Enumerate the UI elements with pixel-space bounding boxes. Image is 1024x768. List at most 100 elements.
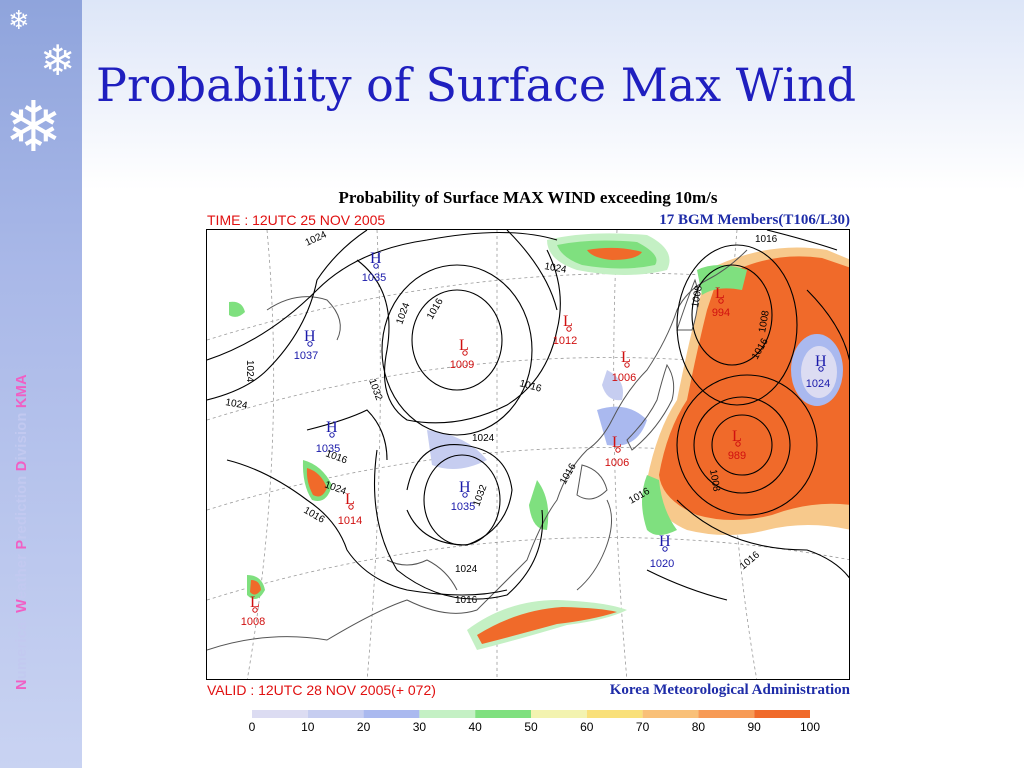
isobar-label: 1016 (455, 595, 478, 606)
members-label: 17 BGM Members(T106/L30) (659, 212, 850, 228)
low-letter: L (563, 313, 573, 330)
color-legend-bar (244, 710, 810, 718)
vertical-text-word: umerical (14, 612, 30, 680)
high-value: 1037 (294, 350, 318, 362)
isobar-label: 1016 (738, 549, 762, 572)
legend-swatch (475, 710, 531, 718)
high-letter: H (815, 353, 827, 370)
low-value: 994 (712, 307, 730, 319)
title-band (82, 0, 1024, 190)
isobar-label: 1024 (224, 397, 248, 412)
legend-swatch (307, 710, 364, 718)
isobar-label: 1024 (304, 230, 329, 249)
legend-swatch (642, 710, 699, 718)
division-vertical-text: Numerical Weather Prediction Division KM… (14, 374, 30, 690)
legend-tick-label: 60 (580, 720, 594, 734)
low-labels: L L L L L L L L (250, 285, 742, 611)
vertical-text-initial: D (14, 460, 30, 472)
snowflake-icon: ❄ (8, 6, 30, 36)
isobar-label: 1024 (543, 261, 567, 276)
legend-tick-label: 70 (635, 720, 650, 734)
vertical-text-word: ivision (14, 408, 30, 461)
isobar-label: 1016 (324, 448, 349, 466)
legend-swatch (419, 710, 476, 718)
low-letter: L (345, 491, 355, 508)
isobar-label: 1024 (472, 433, 495, 444)
color-legend (244, 710, 810, 718)
low-values: 1009 1012 1006 994 989 1006 1014 1008 (241, 307, 746, 628)
isobars (207, 230, 849, 601)
low-letter: L (732, 428, 742, 445)
high-value: 1035 (362, 272, 386, 284)
isobar-label: 1032 (366, 377, 384, 402)
legend-tick-label: 40 (468, 720, 482, 734)
legend-swatch (252, 710, 308, 718)
legend-swatch (531, 710, 587, 718)
low-value: 1008 (241, 616, 265, 628)
isobar-label: 1016 (755, 234, 778, 245)
legend-swatch (586, 710, 643, 718)
vertical-text-kma: KMA (14, 374, 30, 409)
low-value: 1012 (553, 335, 577, 347)
legend-swatch (754, 710, 810, 718)
low-value: 1006 (612, 372, 636, 384)
legend-tick-label: 30 (412, 720, 427, 734)
low-letter: L (250, 594, 260, 611)
isobar-label: 1008 (757, 309, 772, 333)
isobar-label: 1016 (425, 296, 446, 321)
isobar-label: 1032 (471, 483, 489, 508)
snowflake-icon: ❄ (40, 36, 76, 85)
isobar-label: 1024 (244, 360, 255, 383)
high-letter: H (659, 533, 671, 550)
high-letter: H (459, 479, 471, 496)
legend-tick-label: 50 (524, 720, 538, 734)
high-value: 1035 (316, 443, 340, 455)
probability-shading (229, 233, 849, 650)
pressure-centers (252, 263, 824, 613)
time-label: TIME : 12UTC 25 NOV 2005 (207, 212, 386, 228)
slide-sidebar: ❄ ❄ ❄ Numerical Weather Prediction Divis… (0, 0, 82, 768)
isobar-label: 1008 (707, 469, 722, 493)
isobar-label: 1024 (455, 564, 478, 575)
isobar-label: 1016 (302, 505, 327, 526)
low-value: 989 (728, 450, 746, 462)
high-value: 1024 (806, 378, 830, 390)
low-letter: L (621, 349, 631, 366)
vertical-text-word: eather (14, 549, 30, 600)
vertical-text-initial: N (14, 679, 30, 690)
low-letter: L (459, 337, 469, 354)
valid-label: VALID : 12UTC 28 NOV 2005(+ 072) (207, 682, 436, 698)
high-letter: H (304, 328, 316, 345)
low-letter: L (612, 434, 622, 451)
legend-tick-label: 80 (691, 720, 706, 734)
high-value: 1035 (451, 501, 475, 513)
high-letter: H (326, 419, 338, 436)
isobar-label: 1024 (394, 301, 412, 326)
weather-map: H H H H H H 1035 1037 1035 1035 1024 102… (206, 229, 850, 680)
high-labels: H H H H H H (304, 250, 827, 550)
vertical-text-initial: W (14, 599, 30, 613)
coastlines (207, 249, 748, 651)
high-value: 1020 (650, 558, 674, 570)
legend-tick-label: 0 (248, 720, 256, 734)
slide-title: Probability of Surface Max Wind (96, 58, 857, 112)
isobar-label: 1016 (558, 461, 579, 486)
legend-swatch (698, 710, 755, 718)
legend-swatch (244, 710, 252, 718)
snowflake-icon: ❄ (4, 86, 63, 168)
legend-tick-label: 10 (301, 720, 315, 734)
legend-tick-label: 90 (747, 720, 761, 734)
legend-swatch (363, 710, 420, 718)
low-value: 1014 (338, 515, 362, 527)
isobar-label: 1008 (690, 284, 705, 308)
agency-label: Korea Meteorological Administration (609, 682, 850, 698)
legend-tick-label: 100 (799, 720, 821, 734)
vertical-text-initial: P (14, 539, 30, 550)
legend-tick-label: 20 (356, 720, 371, 734)
high-values: 1035 1037 1035 1035 1024 1020 (294, 272, 830, 570)
low-value: 1009 (450, 359, 474, 371)
map-title: Probability of Surface MAX WIND exceedin… (338, 188, 718, 207)
low-letter: L (715, 285, 725, 302)
low-value: 1006 (605, 457, 629, 469)
high-letter: H (370, 250, 382, 267)
